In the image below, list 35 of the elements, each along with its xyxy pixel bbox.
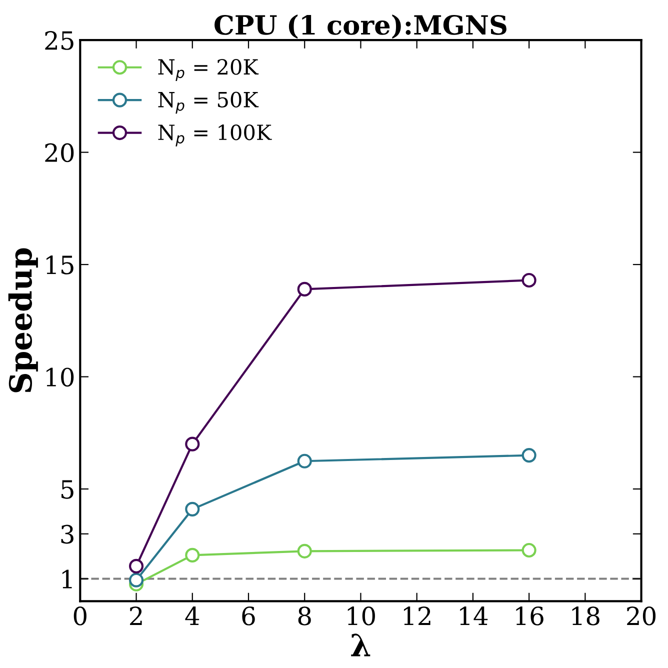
point: [297, 454, 312, 468]
legend-label: N$_{p}$ = 20K: [158, 59, 259, 81]
point: [128, 572, 144, 588]
point: [128, 558, 144, 574]
chart-title: CPU (1 core):MGNS: [214, 14, 506, 39]
x-tick-label: 10: [348, 606, 375, 626]
y-tick-label: 3: [61, 524, 74, 544]
y-tick-label: 20: [45, 143, 74, 162]
point: [185, 436, 200, 452]
y-tick-label: 25: [45, 31, 74, 50]
x-tick-label: 16: [516, 606, 544, 626]
x-tick-label: 4: [185, 606, 200, 626]
point: [522, 448, 536, 463]
x-tick-label: 14: [460, 606, 488, 626]
x-tick-label: 0: [74, 606, 86, 626]
point: [522, 542, 536, 558]
x-tick-label: 20: [627, 606, 656, 626]
x-tick-label: 6: [242, 606, 255, 626]
x-axis-title: λ: [351, 634, 370, 656]
point: [522, 272, 536, 288]
legend-label: N$_{p}$ = 100K: [158, 124, 272, 146]
point: [185, 502, 200, 516]
y-tick-label: 1: [62, 570, 72, 588]
y-axis-title: Speedup: [8, 248, 38, 392]
point: [297, 282, 312, 297]
x-tick-label: 8: [298, 606, 311, 626]
point: [185, 548, 200, 562]
x-tick-label: 12: [404, 606, 430, 626]
point: [297, 544, 312, 558]
y-tick-label: 10: [46, 368, 74, 387]
legend-label: N$_{p}$ = 50K: [158, 92, 259, 114]
y-tick-label: 5: [62, 480, 74, 499]
x-tick-label: 18: [572, 606, 600, 626]
y-tick-label: 15: [46, 255, 74, 274]
x-tick-label: 2: [130, 606, 142, 626]
